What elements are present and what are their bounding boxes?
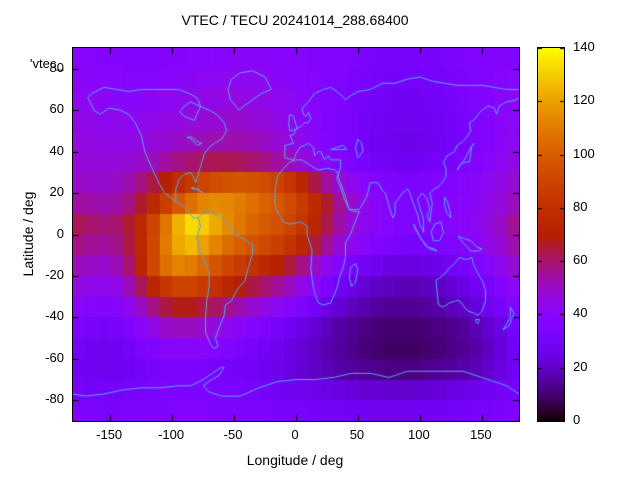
y-tick-label: -40 [45,308,64,324]
colorbar-gradient [538,48,564,421]
y-tick-label: -60 [45,349,64,365]
colorbar-tick-label: 120 [573,92,595,108]
y-tick-label: -20 [45,266,64,282]
colorbar-tick-label: 20 [573,358,588,374]
y-tick-label: 20 [49,184,64,200]
x-tick-label: -50 [223,427,243,442]
x-tick-label: 100 [408,427,430,442]
x-tick-label: 150 [469,427,492,442]
y-tick-label: 0 [56,225,64,241]
legend-stray-label: 'vtec_ [30,56,64,71]
x-axis-label: Longitude / deg [246,452,344,468]
heatmap-canvas [73,48,519,421]
colorbar-tick-label: 60 [573,252,588,268]
y-tick-label: 60 [49,101,64,117]
colorbar-tick-label: 140 [573,39,595,54]
colorbar-tick-label: 40 [573,305,588,321]
colorbar-tick-label: 80 [573,198,588,214]
plot-area [72,47,520,422]
chart-title: VTEC / TECU 20241014_288.68400 [181,12,409,28]
x-tick-label: 50 [349,427,365,442]
colorbar [537,47,565,422]
y-tick-label: 80 [49,59,64,75]
x-tick-label: -150 [96,427,123,442]
x-tick-label: 0 [291,427,299,442]
x-tick-label: -100 [158,427,185,442]
colorbar-tick-label: 100 [573,145,595,161]
y-tick-label: -80 [45,391,64,407]
y-tick-label: 40 [49,142,64,158]
colorbar-tick-label: 0 [573,412,581,427]
